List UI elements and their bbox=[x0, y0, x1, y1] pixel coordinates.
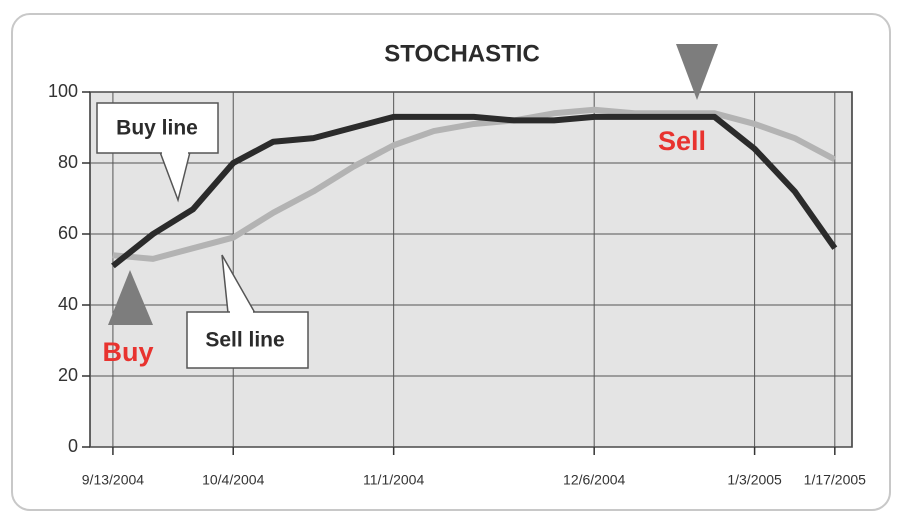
y-tick-label: 0 bbox=[68, 436, 78, 456]
x-tick-label: 1/3/2005 bbox=[727, 472, 782, 488]
x-tick-label: 12/6/2004 bbox=[563, 472, 625, 488]
y-tick-label: 40 bbox=[58, 294, 78, 314]
callout-pointer bbox=[159, 151, 191, 203]
annotation: Sell bbox=[658, 126, 706, 156]
y-tick-label: 80 bbox=[58, 152, 78, 172]
callout-label: Buy line bbox=[116, 117, 198, 140]
callout-pointer bbox=[221, 254, 256, 314]
y-tick-label: 20 bbox=[58, 365, 78, 385]
x-tick-label: 1/17/2005 bbox=[804, 472, 866, 488]
buy-marker bbox=[108, 270, 153, 325]
series-line bbox=[111, 113, 838, 269]
annotation: Buy bbox=[102, 337, 153, 367]
x-tick-label: 11/1/2004 bbox=[363, 472, 424, 488]
callout-box bbox=[96, 102, 219, 154]
series-line bbox=[112, 106, 837, 262]
x-tick-label: 10/4/2004 bbox=[202, 472, 264, 488]
callout-label: Sell line bbox=[205, 329, 284, 352]
callout-box bbox=[186, 311, 309, 369]
chart-title: STOCHASTIC bbox=[384, 40, 540, 67]
y-tick-label: 100 bbox=[48, 81, 78, 101]
x-tick-label: 9/13/2004 bbox=[82, 472, 144, 488]
sell-marker bbox=[676, 44, 718, 100]
y-tick-label: 60 bbox=[58, 223, 78, 243]
